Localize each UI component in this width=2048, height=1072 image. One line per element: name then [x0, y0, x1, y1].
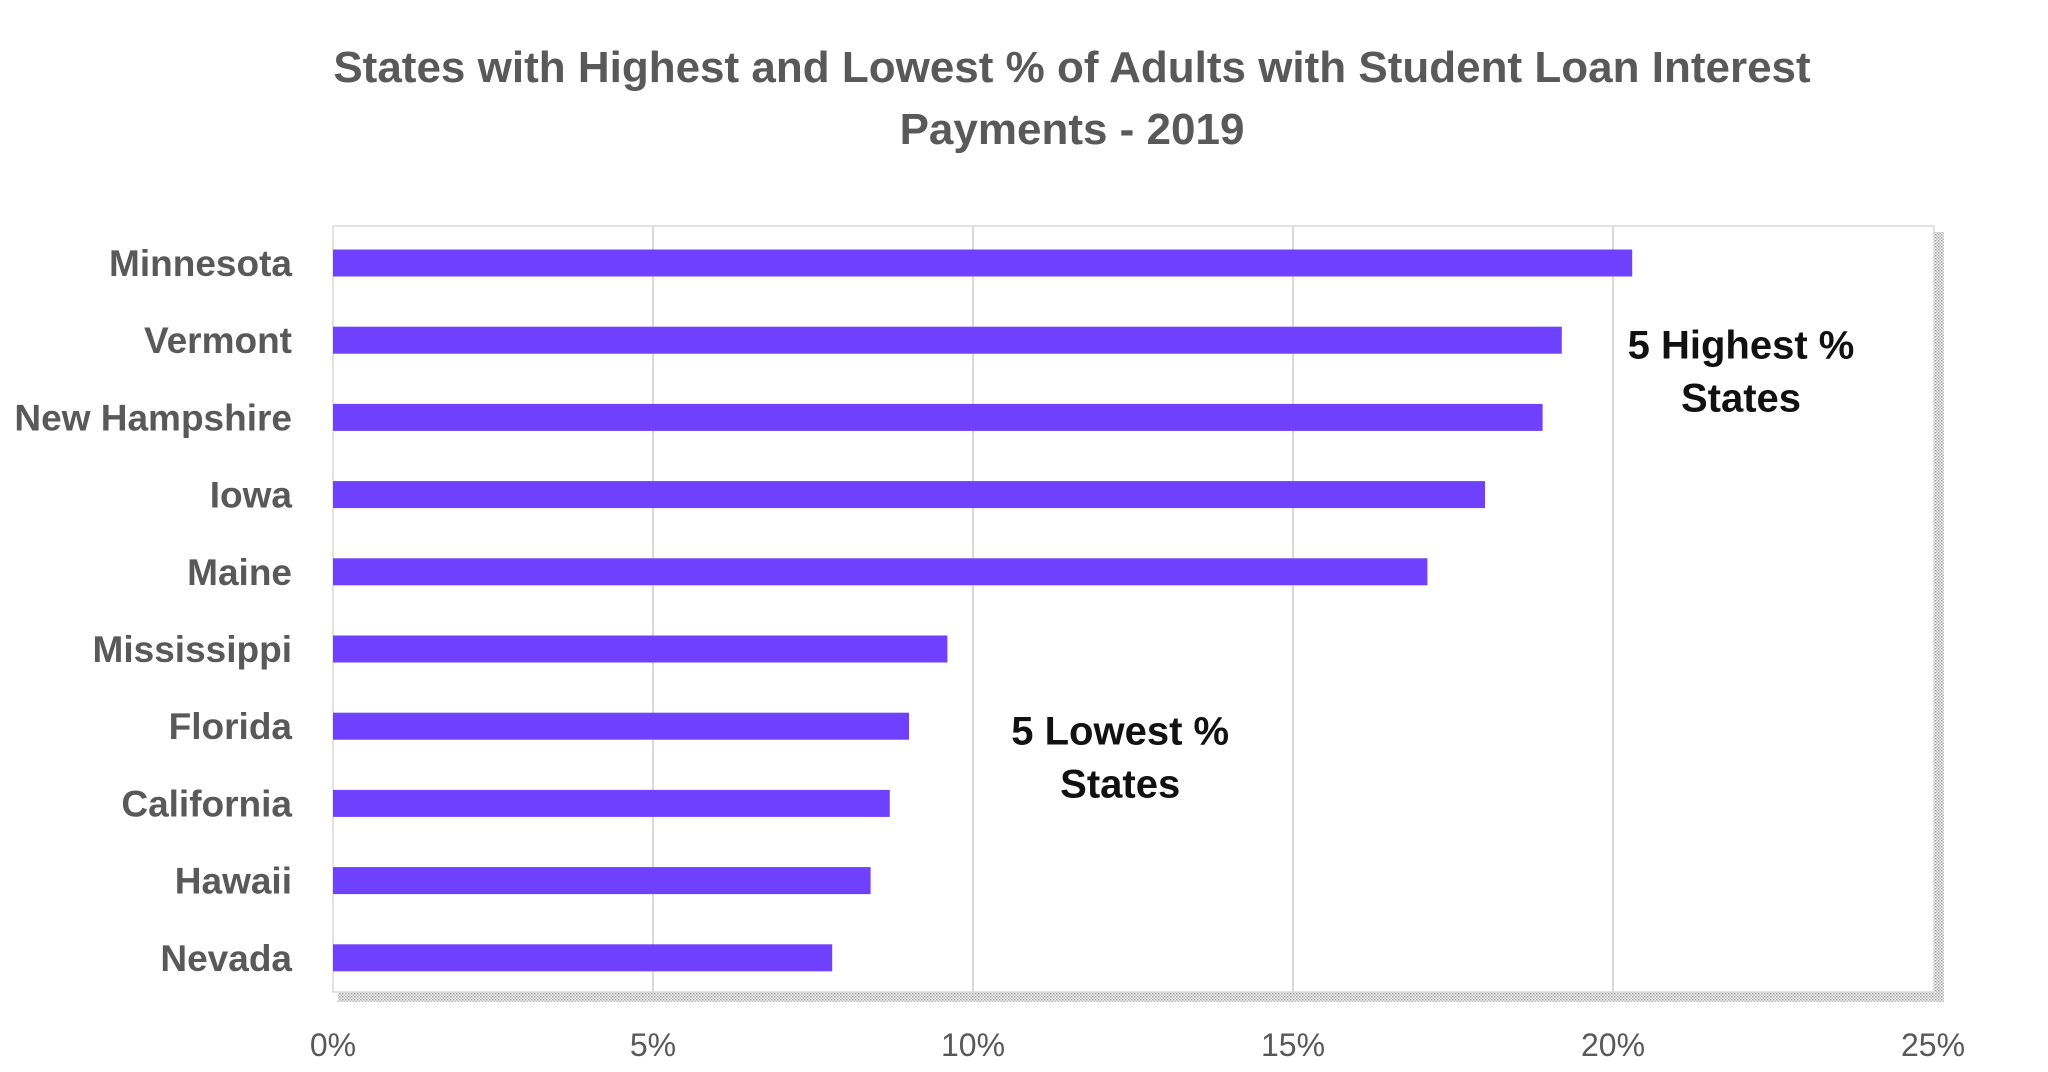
category-label-iowa: Iowa — [210, 475, 293, 516]
chart-title-line-2: Payments - 2019 — [900, 105, 1245, 154]
bar-vermont — [333, 326, 1562, 354]
bar-nevada — [333, 944, 833, 972]
category-label-minnesota: Minnesota — [109, 243, 292, 284]
chart-title-line-1: States with Highest and Lowest % of Adul… — [333, 43, 1811, 92]
category-label-mississippi: Mississippi — [93, 629, 292, 670]
category-label-vermont: Vermont — [144, 320, 292, 361]
annotation-1-line-1: States — [1060, 763, 1180, 807]
value-axis-tick-labels: 0% 5% 10% 15% 20% 25% — [310, 1027, 1965, 1063]
category-label-new-hampshire: New Hampshire — [14, 397, 292, 438]
category-label-hawaii: Hawaii — [175, 861, 292, 902]
plot-shadow-bottom — [338, 992, 1944, 1002]
category-axis-labels: Minnesota Vermont New Hampshire Iowa Maine Mi… — [14, 243, 292, 979]
tick-label-25: 25% — [1901, 1027, 1965, 1063]
annotation-1-line-0: 5 Lowest % — [1011, 710, 1229, 754]
tick-label-0: 0% — [310, 1027, 356, 1063]
category-label-maine: Maine — [187, 552, 292, 593]
bar-iowa — [333, 481, 1485, 509]
annotation-0-line-0: 5 Highest % — [1628, 324, 1855, 368]
tick-label-15: 15% — [1261, 1027, 1325, 1063]
bar-hawaii — [333, 867, 871, 895]
tick-label-5: 5% — [630, 1027, 676, 1063]
plot-shadow-right — [1934, 232, 1944, 1002]
bar-california — [333, 789, 890, 817]
bar-mississippi — [333, 635, 948, 663]
bars — [333, 249, 1633, 972]
annotations: 5 Highest % States 5 Lowest % States — [1011, 324, 1854, 807]
category-label-florida: Florida — [169, 706, 293, 747]
bar-minnesota — [333, 249, 1633, 277]
category-label-nevada: Nevada — [160, 938, 292, 979]
bar-new-hampshire — [333, 403, 1543, 431]
plot-area — [332, 225, 1944, 1002]
tick-label-20: 20% — [1581, 1027, 1645, 1063]
bar-florida — [333, 712, 909, 740]
category-label-california: California — [121, 783, 292, 824]
chart-title: States with Highest and Lowest % of Adul… — [333, 43, 1811, 154]
bar-maine — [333, 558, 1428, 586]
tick-label-10: 10% — [941, 1027, 1005, 1063]
annotation-0-line-1: States — [1681, 377, 1801, 421]
